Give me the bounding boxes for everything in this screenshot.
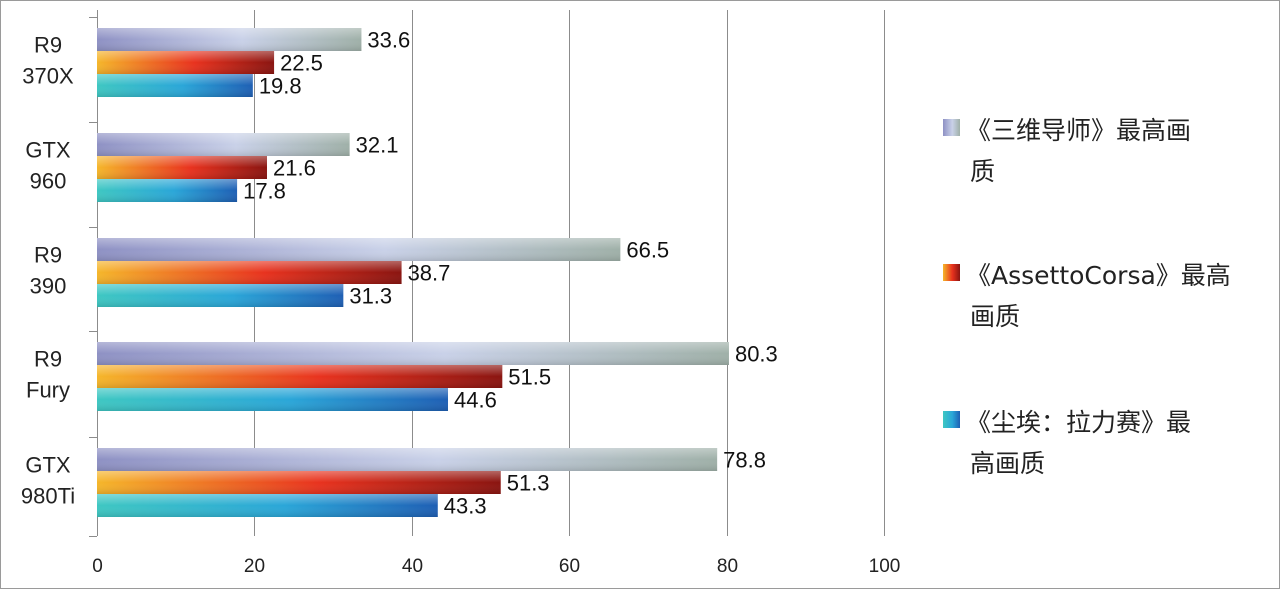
legend-label: 《三维导师》最高画 [966,116,1191,145]
legend-label: 《尘埃：拉力赛》最 [966,408,1191,437]
bar-shine [97,238,621,261]
data-label: 33.6 [367,28,410,53]
bar-shine [97,133,350,156]
data-label: 66.5 [626,238,669,263]
x-tick-label: 20 [244,556,265,577]
legend-swatch [943,411,960,428]
bar-shine [97,51,275,74]
bar-shine [97,284,344,307]
category-label: GTX [25,453,71,478]
category-label: 980Ti [21,484,75,509]
x-axis-tick-labels: 0 20 40 60 80 100 [92,556,900,577]
bar-shine [97,179,238,202]
data-label: 32.1 [356,133,399,158]
legend-label: 高画质 [970,449,1045,478]
category-label: 960 [30,169,67,194]
data-label: 43.3 [444,494,487,519]
bar-shine [97,156,267,179]
data-label: 19.8 [259,74,302,99]
data-label: 17.8 [243,179,286,204]
data-label: 21.6 [273,156,316,181]
category-label: 390 [30,274,67,299]
data-label: 31.3 [349,284,392,309]
data-labels: 33.6 32.1 66.5 80.3 78.8 22.5 21.6 38.7 51.5 51.3… [243,28,778,519]
bars [97,28,729,517]
category-label: GTX [25,138,71,163]
data-label: 44.6 [454,388,497,413]
x-tick-label: 0 [92,556,103,577]
data-label: 51.5 [508,365,551,390]
legend-swatch [943,119,960,136]
bar-shine [97,448,718,471]
legend-label: 《AssettoCorsa》最高 [966,261,1231,290]
legend-swatch [943,264,960,281]
legend-label: 画质 [970,302,1020,331]
bar-shine [97,261,402,284]
category-label: 370X [22,64,74,89]
x-tick-label: 40 [402,556,423,577]
bar-shine [97,365,503,388]
data-label: 80.3 [735,342,778,367]
bar-shine [97,471,501,494]
x-tick-label: 60 [559,556,580,577]
category-label: R9 [34,243,62,268]
bar-shine [97,494,438,517]
x-tick-label: 100 [869,556,901,577]
x-tick-label: 80 [717,556,738,577]
bar-shine [97,74,253,97]
data-label: 38.7 [408,261,451,286]
bar-shine [97,28,362,51]
bar-shine [97,342,729,365]
category-label: R9 [34,347,62,372]
bar-shine [97,388,449,411]
data-label: 51.3 [507,471,550,496]
legend-label: 质 [970,157,995,186]
data-label: 78.8 [723,448,766,473]
category-labels: R9 370X GTX 960 R9 390 R9 Fury GTX 980Ti [21,33,75,509]
data-label: 22.5 [280,51,323,76]
category-label: Fury [26,378,70,403]
category-label: R9 [34,33,62,58]
